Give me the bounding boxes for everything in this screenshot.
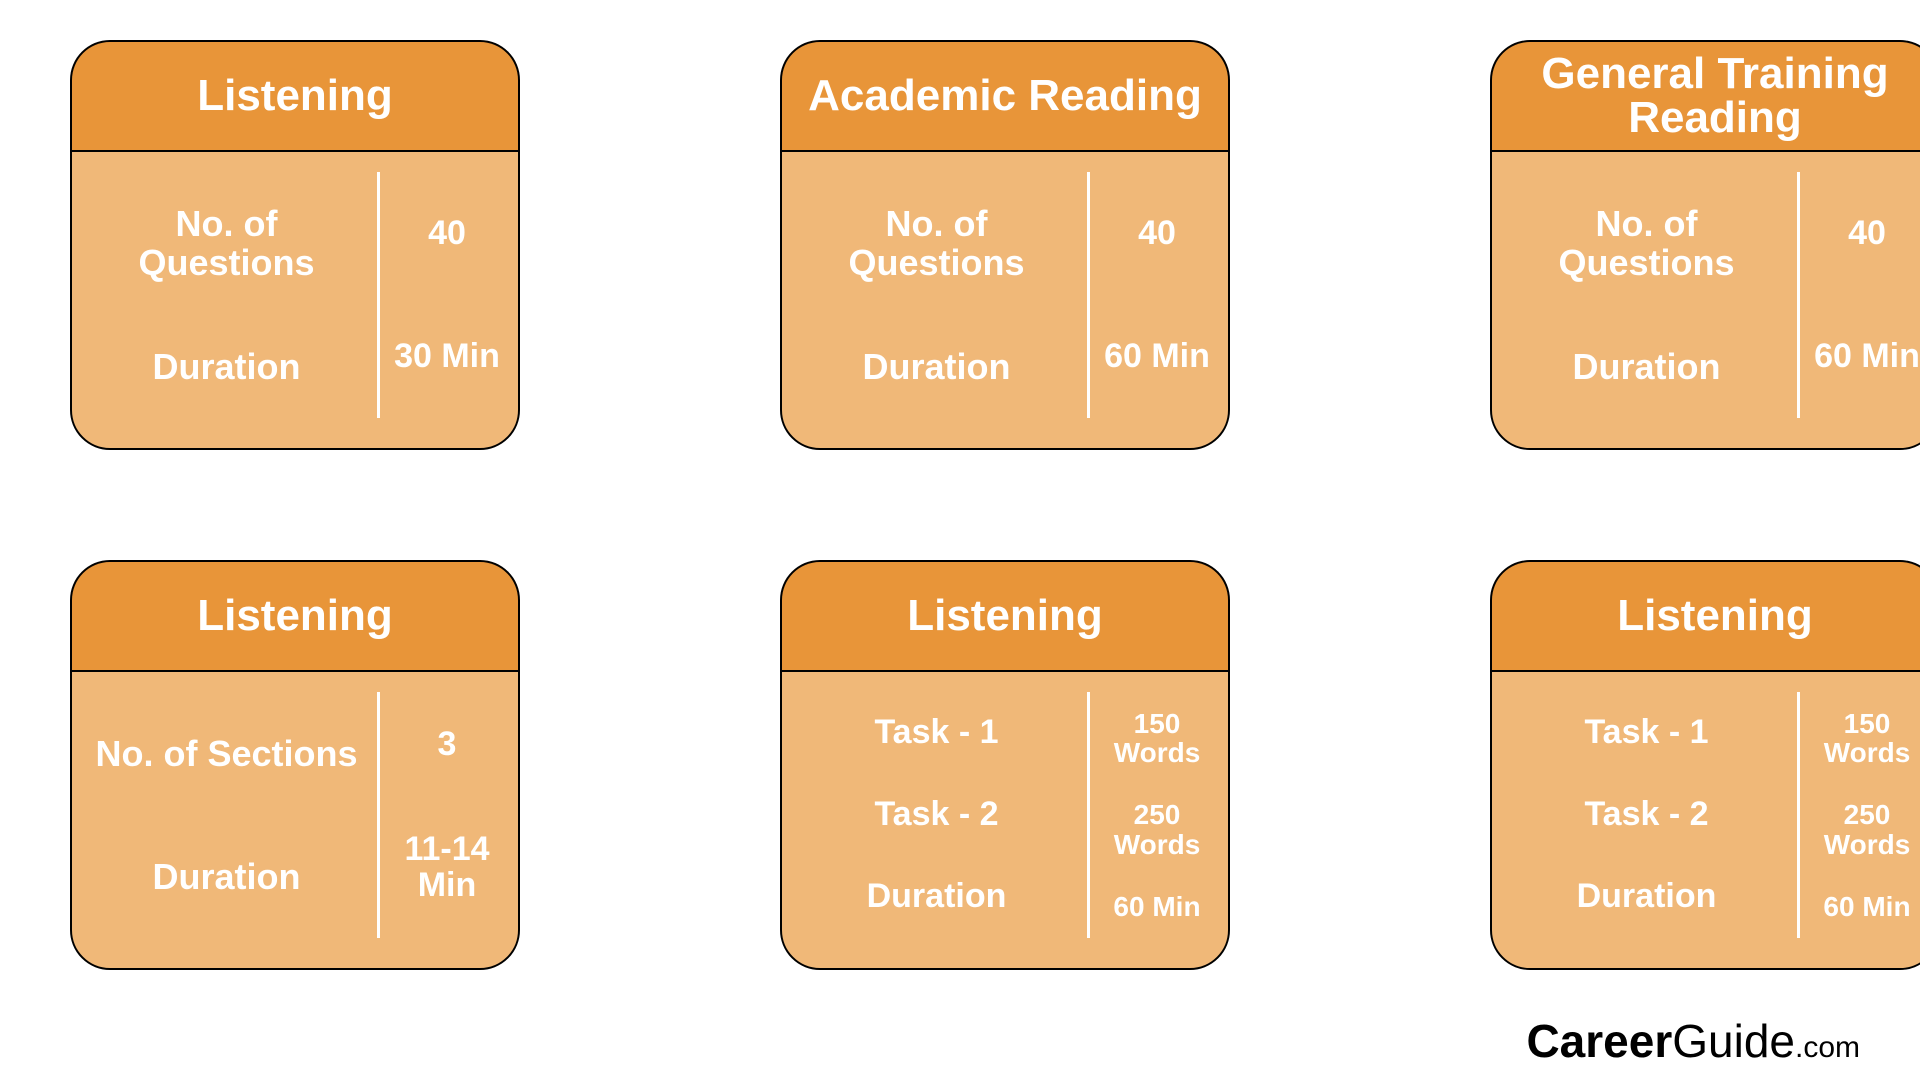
values-column: 40 60 Min [1800, 172, 1920, 418]
row-value: 11-14 Min [394, 832, 500, 903]
values-column: 150 Words 250 Words 60 Min [1800, 692, 1920, 938]
row-label: Duration [800, 878, 1073, 915]
row-label: No. of Sections [90, 734, 363, 774]
row-label: Duration [1510, 347, 1783, 387]
labels-column: No. of Questions Duration [90, 172, 380, 418]
row-value: 60 Min [1814, 339, 1920, 375]
card-grid: Listening No. of Questions Duration 40 30 Mi… [0, 0, 1920, 1010]
row-value: 3 [394, 727, 500, 763]
row-label: Duration [1510, 878, 1783, 915]
logo-career: Career [1526, 1015, 1672, 1067]
labels-column: No. of Questions Duration [1510, 172, 1800, 418]
card-header: General Training Reading [1490, 40, 1920, 150]
row-label: Task - 1 [800, 714, 1073, 751]
row-label: Duration [90, 857, 363, 897]
row-value: 150 Words [1814, 709, 1920, 768]
card-header: Academic Reading [780, 40, 1230, 150]
row-value: 60 Min [1104, 892, 1210, 921]
row-value: 150 Words [1104, 709, 1210, 768]
values-column: 150 Words 250 Words 60 Min [1090, 692, 1210, 938]
info-card: Listening No. of Sections Duration 3 11-14 M… [70, 560, 520, 970]
row-value: 60 Min [1104, 339, 1210, 375]
row-label: Duration [800, 347, 1073, 387]
card-header: Listening [70, 560, 520, 670]
labels-column: No. of Questions Duration [800, 172, 1090, 418]
labels-column: Task - 1 Task - 2 Duration [800, 692, 1090, 938]
row-label: No. of Questions [1510, 204, 1783, 283]
row-value: 60 Min [1814, 892, 1920, 921]
logo-guide: Guide [1672, 1015, 1795, 1067]
card-body: No. of Questions Duration 40 60 Min [1490, 150, 1920, 450]
info-card: Listening No. of Questions Duration 40 30 Mi… [70, 40, 520, 450]
row-label: Task - 2 [1510, 796, 1783, 833]
values-column: 3 11-14 Min [380, 692, 500, 938]
info-card: General Training Reading No. of Questions… [1490, 40, 1920, 450]
row-label: No. of Questions [800, 204, 1073, 283]
card-header: Listening [780, 560, 1230, 670]
row-label: Task - 1 [1510, 714, 1783, 751]
values-column: 40 30 Min [380, 172, 500, 418]
row-label: Task - 2 [800, 796, 1073, 833]
card-header: Listening [1490, 560, 1920, 670]
card-body: Task - 1 Task - 2 Duration 150 Words 250 Wor… [1490, 670, 1920, 970]
row-value: 40 [394, 216, 500, 252]
logo-dotcom: .com [1795, 1031, 1860, 1064]
row-label: Duration [90, 347, 363, 387]
row-value: 250 Words [1814, 800, 1920, 859]
info-card: Academic Reading No. of Questions Duration… [780, 40, 1230, 450]
brand-logo: CareerGuide.com [1526, 1014, 1860, 1068]
card-body: Task - 1 Task - 2 Duration 150 Words 250 Wor… [780, 670, 1230, 970]
card-body: No. of Questions Duration 40 60 Min [780, 150, 1230, 450]
labels-column: No. of Sections Duration [90, 692, 380, 938]
row-value: 40 [1814, 216, 1920, 252]
card-header: Listening [70, 40, 520, 150]
values-column: 40 60 Min [1090, 172, 1210, 418]
labels-column: Task - 1 Task - 2 Duration [1510, 692, 1800, 938]
info-card: Listening Task - 1 Task - 2 Duration 150 Wor… [780, 560, 1230, 970]
row-value: 40 [1104, 216, 1210, 252]
info-card: Listening Task - 1 Task - 2 Duration 150 Wor… [1490, 560, 1920, 970]
card-body: No. of Questions Duration 40 30 Min [70, 150, 520, 450]
card-body: No. of Sections Duration 3 11-14 Min [70, 670, 520, 970]
row-label: No. of Questions [90, 204, 363, 283]
row-value: 250 Words [1104, 800, 1210, 859]
row-value: 30 Min [394, 339, 500, 375]
